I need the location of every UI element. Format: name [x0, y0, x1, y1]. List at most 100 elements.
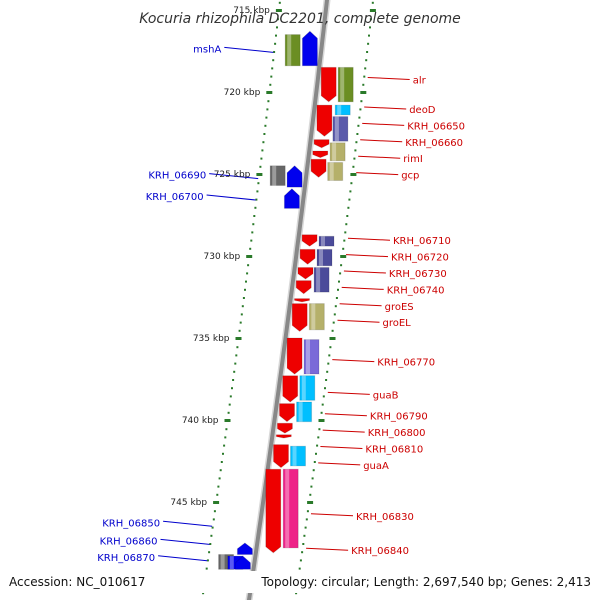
gene-arrow-forward — [286, 165, 303, 188]
tick-dot — [339, 272, 342, 275]
kbp-tick-label: 745 kbp — [170, 498, 207, 508]
gene-label-right: guaA — [363, 461, 389, 472]
tick-dot — [334, 305, 337, 308]
gene-arrow-reverse — [320, 66, 337, 103]
tick-dot — [247, 264, 250, 267]
gene-arrow-reverse — [286, 337, 303, 375]
gene-feature-block — [296, 401, 313, 423]
gene-feature-highlight — [340, 67, 345, 102]
tick-dot — [368, 34, 370, 37]
tick-dot — [251, 231, 254, 234]
leader-line-right — [345, 254, 389, 258]
leader-line-right — [327, 391, 370, 395]
leader-line-right — [362, 122, 405, 126]
gene-label-right: deoD — [409, 105, 436, 116]
gene-arrow-reverse — [294, 298, 310, 303]
gene-arrow-reverse — [265, 468, 282, 554]
tick-dot — [357, 124, 360, 127]
gene-feature-block — [282, 468, 299, 549]
gene-label-right: KRH_06800 — [368, 428, 426, 439]
gene-label-right: guaB — [373, 390, 399, 401]
gene-label-right: KRH_06810 — [365, 445, 423, 456]
gene-arrow-forward — [236, 542, 253, 555]
leader-line-left — [209, 173, 259, 180]
gene-feature-block — [303, 339, 320, 375]
tick-dot — [260, 157, 263, 160]
tick-dot — [316, 444, 319, 447]
tick-dot — [321, 403, 324, 406]
tick-dot — [276, 26, 278, 29]
tick-dot — [345, 223, 348, 226]
tick-dot — [231, 387, 233, 390]
leader-line-right — [347, 237, 391, 241]
kbp-tick-mark — [256, 173, 263, 176]
gene-label-right: rimI — [403, 154, 423, 165]
tick-dot — [342, 247, 345, 250]
leader-line-right — [339, 303, 382, 307]
kbp-tick-label: 715 kbp — [233, 6, 270, 16]
tick-dot — [210, 534, 213, 537]
kbp-tick-mark — [275, 9, 282, 12]
leader-line-right — [364, 106, 407, 110]
gene-feature-highlight — [321, 236, 325, 247]
gene-arrow-reverse — [301, 234, 318, 247]
label-leader-lines — [158, 46, 410, 562]
tick-dot — [255, 198, 258, 201]
gene-feature-block — [316, 248, 333, 267]
tick-dot — [313, 461, 316, 463]
tick-dot — [310, 485, 313, 488]
tick-dot — [295, 592, 298, 595]
tick-dot — [212, 518, 215, 521]
tick-dot — [301, 551, 304, 554]
gene-feature-highlight — [301, 375, 306, 401]
tick-dot — [253, 215, 256, 217]
gene-label-right: KRH_06790 — [370, 412, 428, 423]
tick-dot — [213, 510, 216, 513]
tick-dot — [264, 124, 267, 127]
kbp-tick-mark — [329, 337, 336, 340]
gene-feature-block — [337, 66, 354, 103]
gene-arrow-forward — [234, 555, 251, 570]
tick-dot — [344, 231, 347, 234]
tick-dot — [235, 354, 238, 357]
kbp-tick-mark — [369, 9, 376, 12]
gene-feature-highlight — [319, 249, 323, 266]
gene-feature-highlight — [337, 105, 342, 115]
kbp-tick-mark — [350, 173, 357, 176]
tick-dot — [228, 403, 231, 406]
tick-dot — [347, 206, 350, 209]
tick-dot — [318, 428, 321, 431]
gene-label-right: KRH_06730 — [389, 269, 447, 280]
tick-dot — [356, 133, 359, 135]
gene-feature-block — [290, 445, 306, 467]
gene-label-right: gcp — [401, 171, 419, 182]
gene-feature-block — [332, 116, 349, 142]
kbp-tick-mark — [340, 255, 347, 258]
tick-dot — [222, 452, 224, 455]
gene-feature-highlight — [229, 556, 234, 570]
gene-label-right: KRH_06770 — [377, 358, 435, 369]
tick-dot — [278, 1, 281, 4]
gene-label-right: KRH_06740 — [387, 285, 445, 296]
gene-arrow-reverse — [297, 267, 314, 280]
gene-feature-highlight — [272, 165, 277, 186]
gene-label-right: KRH_06830 — [356, 512, 414, 523]
leader-line-right — [367, 77, 410, 80]
leader-line-right — [337, 319, 380, 323]
tick-dot — [242, 297, 245, 299]
tick-dot — [346, 215, 349, 217]
kbp-tick-mark — [307, 501, 314, 504]
leader-line-right — [360, 139, 403, 143]
tick-dot — [359, 108, 362, 111]
gene-label-right: KRH_06710 — [393, 236, 451, 247]
gene-arrow-reverse — [316, 104, 333, 137]
tick-dot — [311, 477, 314, 480]
tick-dot — [232, 379, 235, 381]
gene-arrow-reverse — [282, 375, 299, 403]
gene-label-right: groEL — [383, 318, 412, 329]
tick-dot — [216, 493, 219, 496]
tick-dot — [225, 428, 228, 431]
tick-dot — [241, 305, 244, 308]
tick-dot — [272, 59, 275, 62]
